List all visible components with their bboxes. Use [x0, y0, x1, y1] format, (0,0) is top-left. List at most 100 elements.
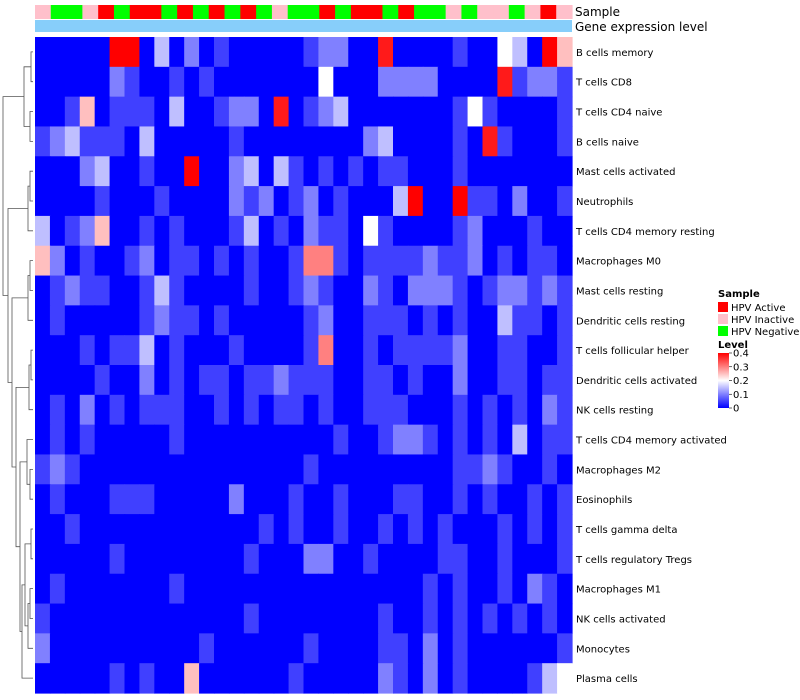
heatmap-cell	[154, 126, 170, 157]
heatmap-cell	[288, 245, 305, 277]
heatmap-cell	[303, 126, 320, 157]
heatmap-cell	[557, 394, 573, 426]
heatmap-cell	[228, 633, 245, 664]
heatmap-cell	[393, 156, 409, 187]
heatmap-cell	[64, 603, 81, 634]
heatmap-cell	[452, 424, 469, 456]
heatmap-cell	[497, 454, 513, 485]
heatmap-cell	[318, 514, 334, 545]
heatmap-cell	[497, 156, 513, 187]
heatmap-cell	[243, 484, 260, 515]
heatmap-cell	[512, 424, 528, 456]
heatmap-cell	[422, 305, 439, 336]
heatmap-cell	[214, 603, 230, 634]
heatmap-cell	[49, 37, 66, 68]
heatmap-cell	[527, 424, 543, 456]
heatmap-cell	[437, 96, 454, 128]
level-legend-tick-label: 0.4	[733, 349, 749, 360]
sample-annotation-cell	[129, 5, 147, 19]
heatmap-cell	[154, 514, 170, 545]
heatmap-cell	[79, 156, 96, 187]
heatmap-cell	[378, 365, 394, 396]
heatmap-cell	[154, 66, 170, 98]
heatmap-cell	[378, 245, 394, 277]
heatmap-cell	[437, 126, 454, 157]
heatmap-cell	[243, 96, 260, 128]
heatmap-cell	[49, 66, 66, 98]
heatmap-cell	[199, 126, 215, 157]
heatmap-cell	[214, 335, 230, 366]
sample-annotation-cell	[493, 5, 510, 19]
heatmap-cell	[94, 305, 111, 336]
heatmap-cell	[303, 454, 320, 485]
heatmap-cell	[94, 186, 111, 217]
heatmap-cell	[64, 394, 81, 426]
heatmap-cell	[393, 96, 409, 128]
heatmap-cell	[169, 633, 185, 664]
heatmap-cell	[288, 275, 305, 306]
sample-annotation-cell	[556, 5, 573, 19]
heatmap-cell	[258, 96, 275, 128]
heatmap-cell	[124, 156, 141, 187]
heatmap-cell	[393, 424, 409, 456]
heatmap-cell	[79, 484, 96, 515]
heatmap-cell	[228, 603, 245, 634]
heatmap-cell	[422, 424, 439, 456]
heatmap-cell	[199, 186, 215, 217]
heatmap-cell	[378, 424, 394, 456]
heatmap-cell	[243, 663, 260, 694]
heatmap-cell	[184, 245, 200, 277]
heatmap-cell	[348, 275, 364, 306]
heatmap-cell	[318, 424, 334, 456]
heatmap-cell	[288, 305, 305, 336]
sample-annotation-cell	[224, 5, 241, 19]
heatmap-cell	[393, 514, 409, 545]
heatmap-cell	[452, 275, 469, 306]
heatmap-cell	[49, 603, 66, 634]
heatmap-cell	[79, 543, 96, 575]
heatmap-cell	[109, 245, 126, 277]
heatmap-cell	[437, 603, 454, 634]
row-label: B cells naive	[576, 137, 639, 148]
heatmap-cell	[482, 663, 499, 694]
row-label: T cells follicular helper	[575, 346, 690, 357]
heatmap-cell	[273, 484, 290, 515]
heatmap-cell	[184, 186, 200, 217]
heatmap-cell	[422, 394, 439, 426]
heatmap-cell	[363, 394, 379, 426]
heatmap-cell	[184, 215, 200, 247]
heatmap-cell	[557, 424, 573, 456]
heatmap-cell	[214, 424, 230, 456]
heatmap-cell	[124, 394, 141, 426]
heatmap-cell	[393, 126, 409, 157]
heatmap-cell	[49, 215, 66, 247]
heatmap-cell	[109, 514, 126, 545]
heatmap-cell	[214, 186, 230, 217]
heatmap-cell	[273, 394, 290, 426]
heatmap-cell	[378, 275, 394, 306]
sample-annotation-cell	[271, 5, 289, 19]
heatmap-cell	[333, 335, 349, 366]
heatmap-cell	[482, 633, 499, 664]
heatmap-cell	[333, 156, 349, 187]
heatmap-cell	[512, 603, 528, 634]
heatmap-cell	[467, 394, 484, 426]
heatmap-cell	[154, 394, 170, 426]
heatmap-cell	[497, 603, 513, 634]
heatmap-cell	[482, 156, 499, 187]
heatmap-cell	[184, 394, 200, 426]
heatmap-cell	[318, 37, 334, 68]
heatmap-cell	[348, 126, 364, 157]
heatmap-cell	[79, 454, 96, 485]
heatmap-cell	[452, 96, 469, 128]
heatmap-cell	[288, 454, 305, 485]
heatmap-cell	[512, 126, 528, 157]
heatmap-cell	[363, 37, 379, 68]
heatmap-cell	[363, 603, 379, 634]
sample-legend-label-negative: HPV Negative	[731, 327, 799, 338]
heatmap-cell	[512, 66, 528, 98]
heatmap-cell	[64, 245, 81, 277]
heatmap-cell	[512, 543, 528, 575]
heatmap-cell	[169, 365, 185, 396]
